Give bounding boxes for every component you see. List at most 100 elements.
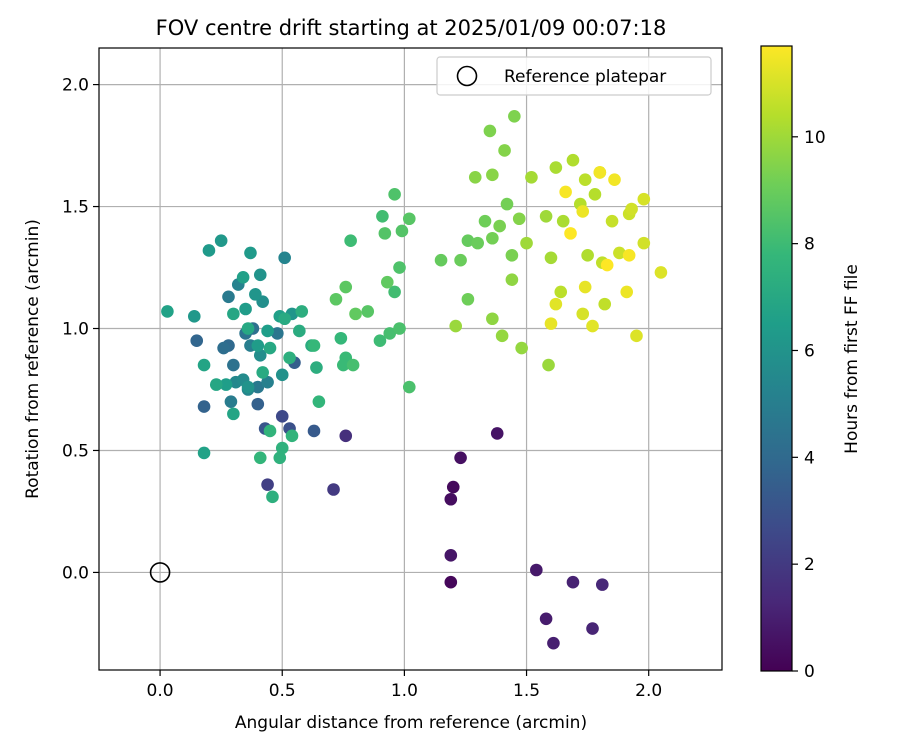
data-point — [337, 358, 350, 372]
axis-ticks: 0.0 0.5 1.0 1.5 2.0 0.0 0.5 1.0 1.5 2.0 — [62, 76, 662, 701]
data-point — [227, 307, 240, 321]
data-point — [349, 307, 362, 321]
x-tick-label: 0.5 — [269, 681, 296, 701]
data-point — [222, 290, 235, 304]
data-point — [461, 292, 475, 306]
plot-area: 0.0 0.5 1.0 1.5 2.0 0.0 0.5 1.0 1.5 2.0 — [62, 47, 723, 701]
data-point — [449, 319, 462, 333]
data-point — [654, 266, 668, 279]
data-point — [444, 575, 458, 589]
colorbar-gradient — [760, 45, 793, 672]
data-point — [373, 334, 387, 348]
data-point — [251, 339, 265, 352]
data-point — [266, 490, 279, 504]
data-point — [344, 234, 357, 247]
data-point — [564, 227, 577, 240]
data-point — [263, 424, 277, 438]
data-point — [495, 329, 509, 343]
data-point — [253, 451, 267, 465]
data-point — [271, 327, 284, 340]
data-point — [500, 197, 514, 211]
data-point — [263, 341, 277, 355]
data-point — [310, 361, 323, 374]
data-point — [539, 210, 553, 223]
data-point — [549, 161, 563, 174]
data-point — [600, 258, 614, 272]
data-point — [217, 341, 230, 355]
data-point — [525, 170, 538, 184]
data-point — [556, 214, 570, 228]
data-point — [275, 368, 289, 382]
plot-frame — [98, 47, 723, 671]
y-axis-label: Rotation from reference (arcmin) — [23, 219, 43, 499]
data-point — [478, 214, 492, 228]
colorbar-tick-label: 0 — [804, 662, 815, 682]
data-point — [444, 549, 458, 562]
data-point — [378, 227, 392, 240]
data-point — [586, 319, 599, 333]
data-point — [380, 275, 394, 289]
colorbar: 0 2 4 6 8 10 Hours from first FF file — [760, 45, 862, 682]
data-point — [576, 205, 590, 218]
data-point — [402, 212, 416, 226]
data-point — [544, 251, 558, 265]
data-point — [505, 249, 519, 262]
y-tick-label: 1.0 — [62, 320, 89, 340]
data-point — [566, 575, 580, 589]
data-point — [542, 358, 555, 372]
data-point — [251, 397, 265, 411]
data-point — [293, 324, 306, 338]
data-point — [637, 192, 651, 206]
x-tick-label: 2.0 — [635, 681, 662, 701]
data-point — [486, 168, 499, 182]
data-point — [261, 478, 274, 491]
data-point — [244, 246, 257, 260]
data-point — [471, 236, 484, 250]
data-point — [227, 358, 240, 372]
data-point — [376, 210, 389, 223]
data-point — [190, 334, 204, 348]
reference-marker — [149, 562, 171, 583]
data-point — [559, 185, 572, 199]
data-point — [275, 441, 289, 455]
data-point — [454, 451, 467, 465]
data-point — [622, 249, 636, 262]
data-point — [239, 302, 252, 316]
data-point — [395, 224, 409, 238]
data-point — [312, 395, 326, 408]
y-tick-label: 0.5 — [62, 441, 89, 461]
data-point — [402, 380, 416, 394]
data-point — [161, 305, 174, 318]
data-point — [578, 280, 592, 294]
data-point — [595, 578, 609, 591]
data-point — [285, 429, 299, 443]
data-point — [241, 322, 255, 335]
colorbar-tick-label: 8 — [804, 235, 815, 255]
data-point — [508, 109, 521, 123]
data-point — [307, 424, 321, 438]
data-point — [549, 297, 563, 311]
data-point — [224, 395, 238, 408]
data-point — [209, 378, 223, 391]
data-point — [278, 251, 291, 265]
data-point — [327, 483, 340, 496]
x-axis-label: Angular distance from reference (arcmin) — [235, 713, 587, 733]
data-point — [446, 480, 460, 494]
data-point — [512, 212, 526, 226]
data-point — [393, 322, 406, 335]
data-point — [197, 446, 211, 460]
y-tick-label: 0.0 — [62, 563, 89, 583]
data-point — [339, 280, 353, 294]
data-point — [490, 427, 504, 440]
data-point — [275, 410, 289, 423]
data-point — [576, 307, 590, 321]
data-points — [161, 109, 668, 650]
data-point — [253, 268, 267, 282]
data-point — [334, 331, 348, 345]
data-point — [544, 317, 558, 330]
data-point — [444, 492, 458, 506]
colorbar-tick-label: 2 — [804, 555, 815, 575]
data-point — [339, 429, 353, 443]
data-point — [346, 358, 360, 372]
data-point — [273, 451, 287, 465]
